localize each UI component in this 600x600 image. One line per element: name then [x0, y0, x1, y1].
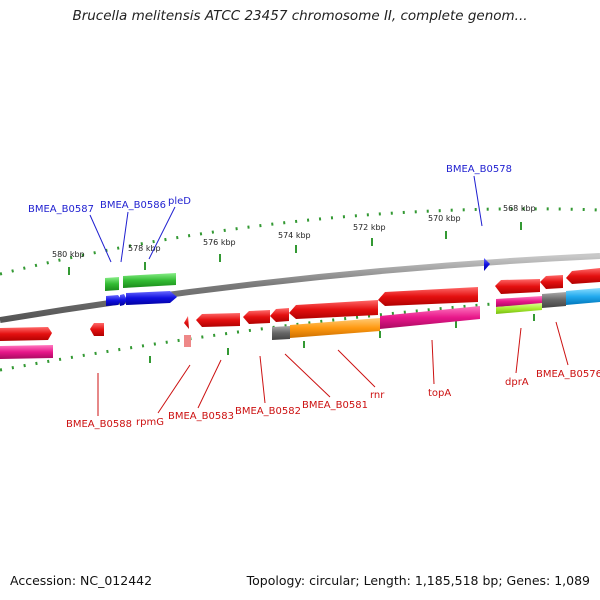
chromosome-backbone	[0, 253, 600, 323]
gene-feature-green-large	[123, 273, 176, 288]
gene-label-pled: pleD	[168, 196, 191, 207]
accession-text: Accession: NC_012442	[10, 573, 153, 588]
tick-label-576: 576 kbp	[203, 238, 236, 247]
tick-label-574: 574 kbp	[278, 231, 311, 240]
gene-feature-magenta-left	[0, 345, 53, 359]
gene-arrow-bmea-b0582	[243, 310, 270, 324]
gene-arrow-bmea-b0588	[90, 323, 104, 336]
map-title: Brucella melitensis ATCC 23457 chromosom…	[72, 8, 528, 24]
gene-arrow-bmea-b0583	[196, 313, 240, 327]
gene-label-bmea-b0576: BMEA_B0576	[536, 369, 600, 380]
gene-arrow-topa	[495, 279, 540, 294]
gene-feature-gray-left	[272, 326, 290, 340]
gene-feature-pink-rpmg	[184, 335, 191, 347]
gene-feature-lime	[496, 303, 542, 314]
gene-label-topa: topA	[428, 388, 451, 399]
gene-arrow-bmea-b0576	[566, 268, 600, 284]
forward-leader-lines	[89, 175, 483, 263]
reverse-features	[0, 268, 600, 359]
forward-gene-labels: BMEA_B0587 BMEA_B0586 pleD BMEA_B0578	[28, 164, 512, 215]
gene-arrow-dpra	[540, 275, 563, 289]
gene-arrow-small-b0582b	[270, 308, 289, 322]
gene-label-rpmg: rpmG	[136, 417, 164, 428]
tick-label-578: 578 kbp	[128, 244, 161, 253]
gene-label-bmea-b0586: BMEA_B0586	[100, 200, 166, 211]
gene-label-bmea-b0581: BMEA_B0581	[302, 400, 368, 411]
tick-label-568: 568 kbp	[503, 204, 536, 213]
gene-feature-green-small	[105, 277, 119, 291]
reverse-leader-lines	[97, 321, 569, 416]
gene-arrow-bmea-b0586	[120, 294, 127, 306]
tick-label-572: 572 kbp	[353, 223, 386, 232]
gene-label-bmea-b0578: BMEA_B0578	[446, 164, 512, 175]
gene-label-bmea-b0582: BMEA_B0582	[235, 406, 301, 417]
gene-label-dpra: dprA	[505, 377, 529, 388]
inner-scale-ticks	[149, 314, 535, 363]
gene-feature-cyan	[566, 288, 600, 305]
forward-features	[105, 258, 490, 306]
gene-label-bmea-b0583: BMEA_B0583	[168, 411, 234, 422]
outer-scale-track	[0, 207, 600, 276]
gene-feature-magenta-topa	[380, 306, 480, 329]
gene-feature-gray-right	[542, 292, 566, 308]
tick-label-580: 580 kbp	[52, 250, 85, 259]
gene-label-rnr: rnr	[370, 390, 385, 401]
scale-tick-labels: 580 kbp 578 kbp 576 kbp 574 kbp 572 kbp …	[52, 204, 536, 259]
genome-summary-text: Topology: circular; Length: 1,185,518 bp…	[246, 573, 590, 588]
tick-label-570: 570 kbp	[428, 214, 461, 223]
gene-arrow-rpmg	[184, 316, 189, 329]
gene-label-bmea-b0588: BMEA_B0588	[66, 419, 132, 430]
outer-scale-ticks	[68, 222, 522, 275]
gene-label-bmea-b0587: BMEA_B0587	[28, 204, 94, 215]
inner-scale-track	[0, 294, 600, 372]
gene-arrow-pled	[126, 291, 177, 305]
reverse-gene-labels: BMEA_B0588 rpmG BMEA_B0583 BMEA_B0582 BM…	[66, 369, 600, 430]
gene-arrow-bmea-b0587	[106, 295, 122, 306]
gene-feature-orange	[290, 318, 380, 338]
gene-arrow-bmea-b0578	[484, 258, 490, 271]
gene-arrow-left-1	[0, 327, 52, 341]
gene-arrow-bmea-b0581	[289, 300, 378, 319]
gene-arrow-rnr	[378, 287, 478, 306]
